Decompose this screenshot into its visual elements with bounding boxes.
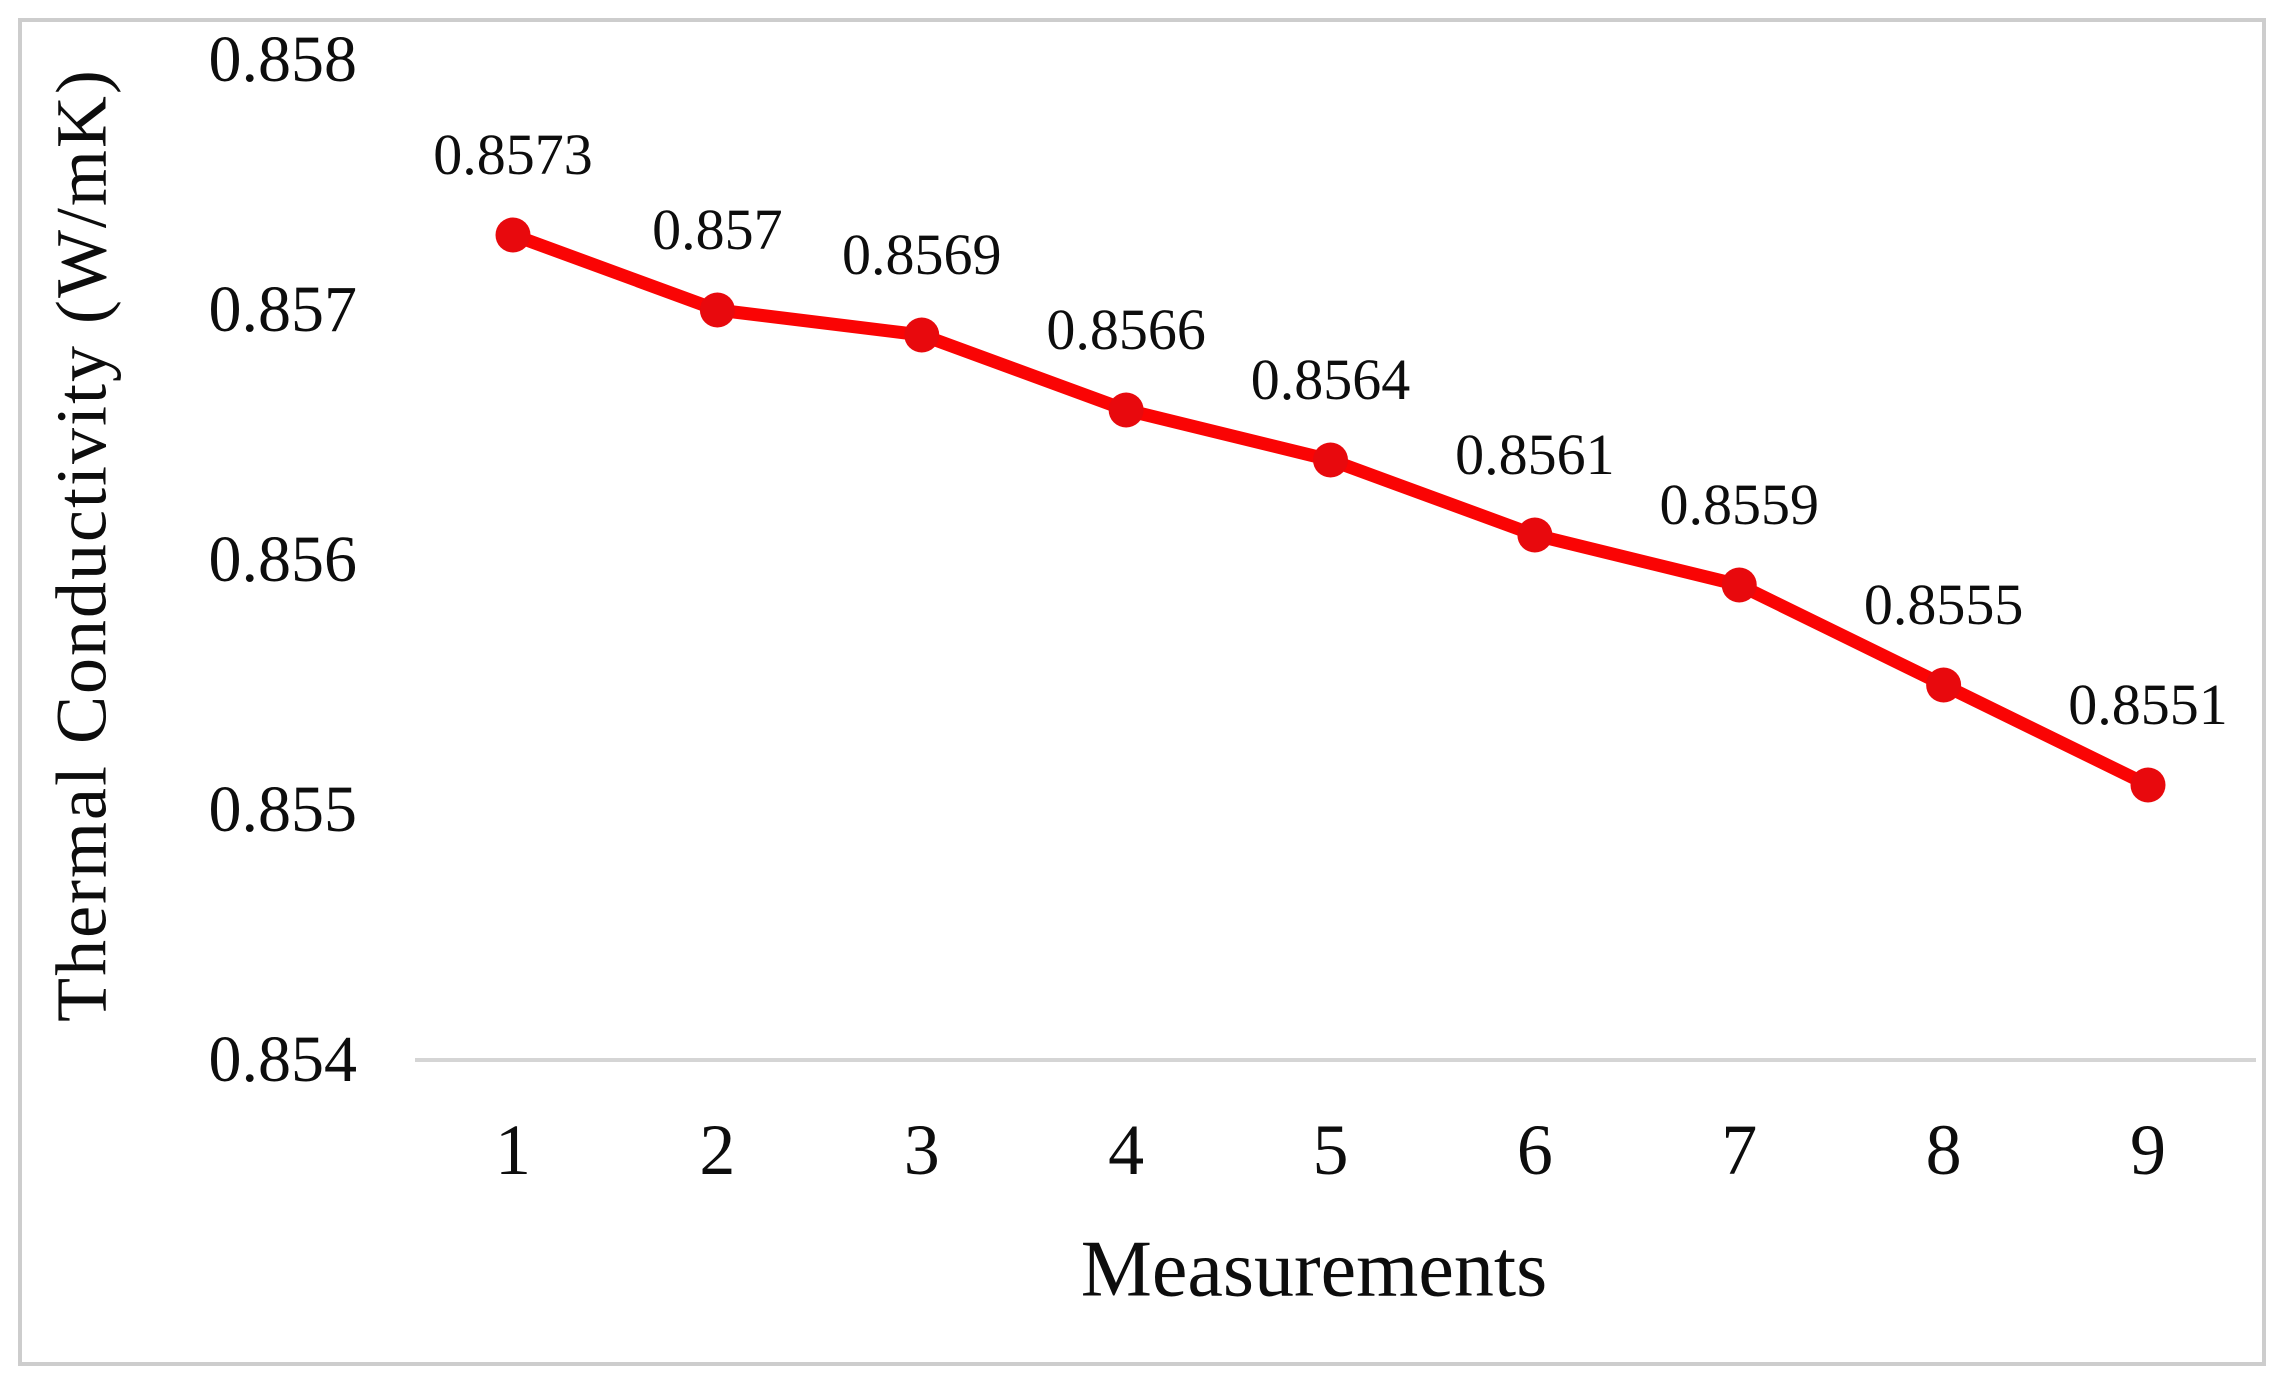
data-point-marker [699, 292, 735, 328]
data-point-marker [1926, 667, 1962, 703]
data-point-marker [495, 217, 531, 253]
data-point-marker [1721, 567, 1757, 603]
y-tick-label: 0.855 [208, 773, 358, 846]
data-point-label: 0.8551 [2068, 672, 2228, 737]
x-tick-label: 8 [1925, 1110, 1962, 1190]
data-point-marker [1108, 392, 1144, 428]
x-tick-label: 4 [1108, 1110, 1145, 1190]
data-point-label: 0.8555 [1863, 572, 2024, 637]
data-point-marker [1517, 517, 1553, 553]
series-line [506, 228, 2155, 792]
x-tick-label: 2 [699, 1110, 736, 1190]
data-point-label: 0.8561 [1455, 422, 1615, 487]
data-point-label: 0.8573 [433, 122, 593, 187]
x-tick-label: 9 [2130, 1110, 2166, 1190]
y-tick-label: 0.854 [208, 1023, 358, 1096]
data-point-label: 0.857 [652, 197, 783, 262]
x-tick-label: 5 [1312, 1110, 1349, 1190]
x-tick-label: 1 [495, 1110, 531, 1190]
x-tick-label: 7 [1721, 1110, 1758, 1190]
x-tick-label: 3 [903, 1110, 940, 1190]
data-point-label: 0.8566 [1046, 297, 1206, 362]
data-point-marker [1313, 442, 1348, 478]
data-point-label: 0.8559 [1659, 472, 1820, 537]
data-point-label: 0.8564 [1250, 347, 1411, 412]
x-tick-label: 6 [1516, 1110, 1553, 1190]
y-tick-label: 0.857 [208, 273, 358, 346]
figure-border [18, 18, 2266, 1366]
series-markers [495, 217, 2166, 803]
data-point-marker [904, 317, 940, 353]
data-point-label: 0.8569 [842, 222, 1002, 287]
y-tick-label: 0.858 [208, 23, 358, 96]
y-tick-label: 0.856 [208, 523, 358, 596]
data-point-marker [2130, 767, 2166, 803]
x-axis-title: Measurements [1080, 1225, 1548, 1314]
